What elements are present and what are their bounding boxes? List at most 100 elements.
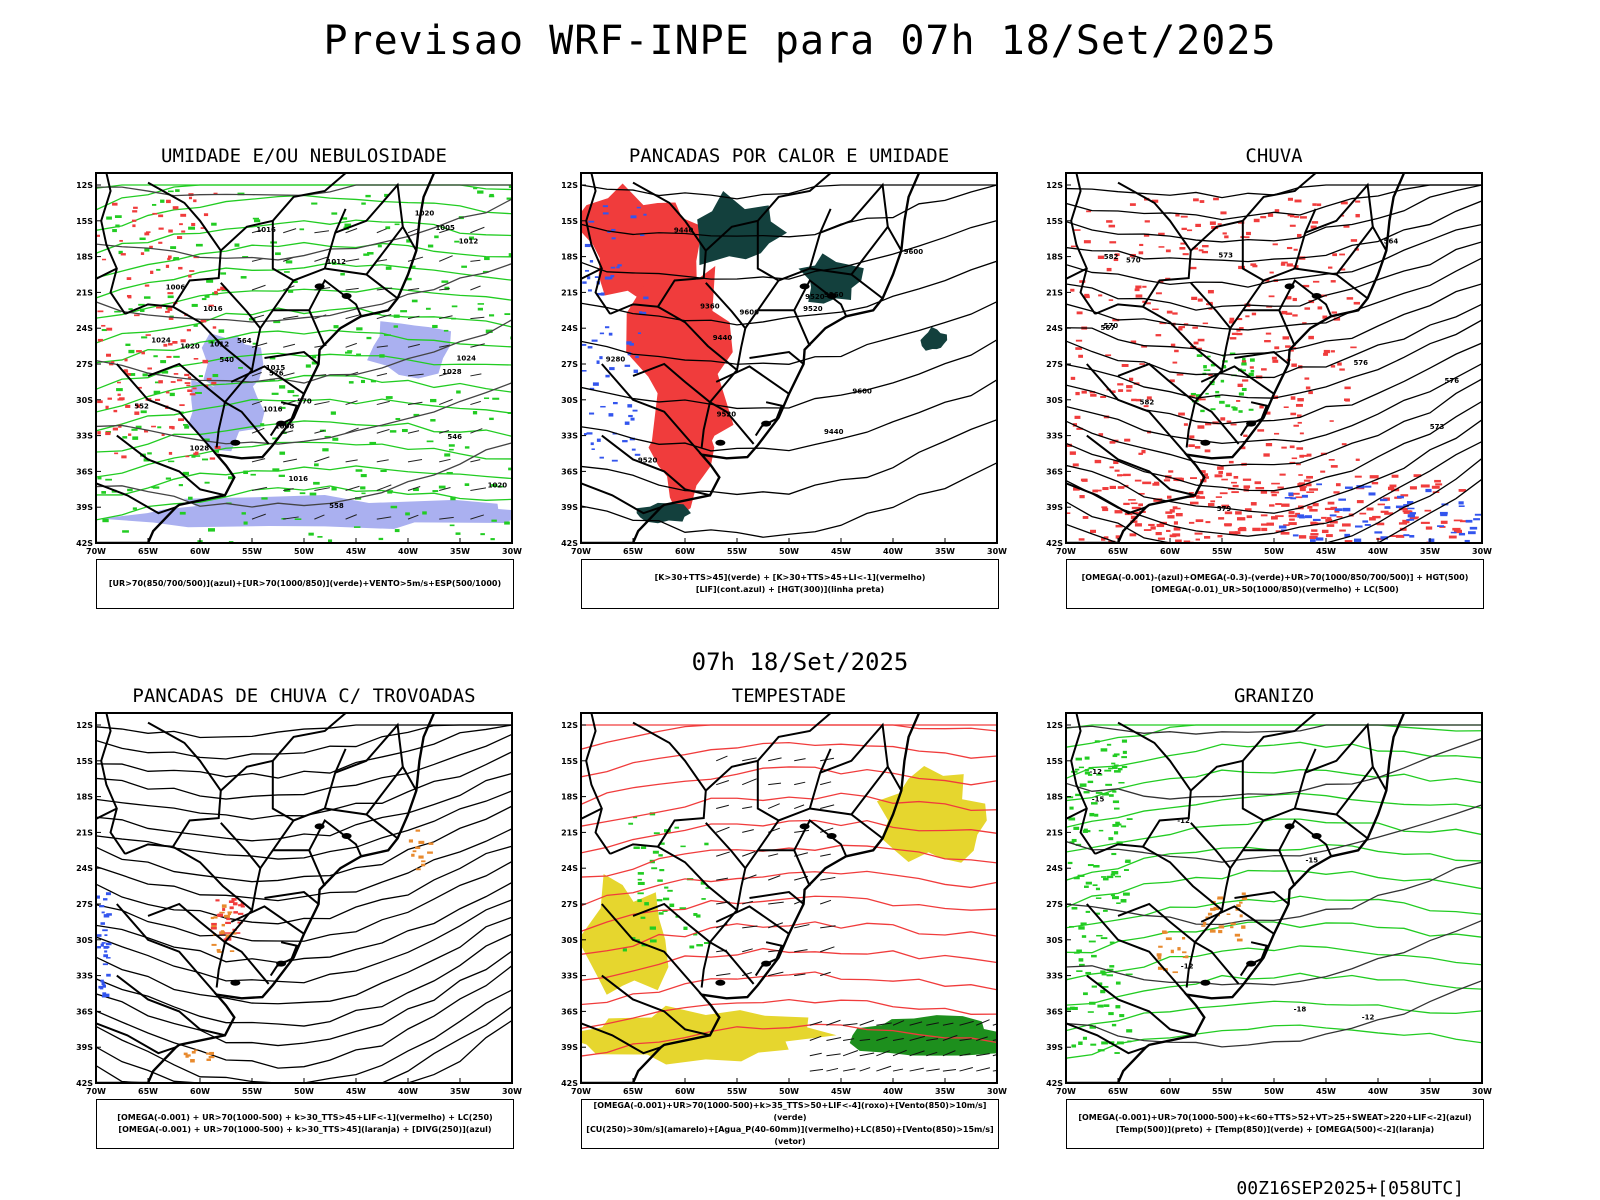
convection-mark — [206, 1052, 211, 1055]
rain-mark — [1115, 524, 1123, 528]
rain-mark — [1269, 504, 1275, 507]
contour-label: 576 — [269, 369, 284, 377]
humidity-mark — [127, 488, 133, 492]
rain-mark — [1355, 200, 1361, 203]
wind-vector — [926, 1038, 939, 1042]
omega500-mark — [1239, 914, 1243, 918]
contour-label: 552 — [134, 403, 149, 411]
rain-mark — [1288, 522, 1297, 526]
thickness-mark — [209, 457, 216, 460]
rain-mark — [1293, 248, 1298, 251]
rain-mark — [1228, 488, 1235, 490]
humidity-mark — [102, 518, 109, 523]
humidity-mark — [450, 496, 456, 501]
convection-mark — [227, 911, 233, 914]
rain-mark — [1144, 220, 1150, 223]
contour-line — [96, 933, 512, 1027]
rain-mark — [1138, 503, 1143, 507]
humidity-mark — [395, 417, 401, 420]
temp850-mark — [1084, 830, 1091, 833]
temp850-mark — [1075, 793, 1082, 797]
omega-mark — [1205, 392, 1209, 395]
divergence-mark — [101, 995, 106, 998]
temp850-mark — [1108, 794, 1114, 797]
wind-vector — [992, 1069, 997, 1072]
rain-mark — [1268, 295, 1275, 298]
wind-mark — [652, 850, 659, 854]
thunderstorm-mark — [237, 912, 244, 915]
wind-vector — [809, 1035, 822, 1041]
thickness-mark — [106, 353, 111, 357]
lat-tick-label: 27S — [76, 900, 93, 909]
lif-contour-mark — [626, 341, 632, 345]
omega-mark — [1458, 505, 1465, 507]
wind-vector — [407, 401, 423, 406]
thunderstorm-mark — [226, 917, 231, 921]
temp850-mark — [1085, 881, 1092, 885]
rain-mark — [1274, 346, 1280, 350]
contour-label: 1012 — [459, 238, 479, 246]
map-layers — [96, 713, 512, 1083]
rain-mark — [1072, 463, 1079, 467]
humidity-mark — [380, 470, 387, 473]
map-background — [1066, 713, 1482, 1083]
country-border — [585, 713, 611, 855]
temp850-mark — [1102, 877, 1109, 881]
contour-line — [1066, 303, 1482, 379]
rain-mark — [1074, 415, 1081, 419]
contour-label: -15 — [1092, 795, 1105, 803]
thickness-mark — [172, 206, 179, 210]
rain-mark — [1302, 284, 1310, 288]
contour-label: 9440 — [824, 428, 844, 436]
humidity-mark — [489, 193, 494, 197]
lon-tick-label: 60W — [190, 547, 210, 556]
convection-mark — [208, 1055, 215, 1059]
omega-mark — [1354, 525, 1363, 528]
rain-mark — [1155, 292, 1162, 295]
humidity-mark — [198, 375, 203, 378]
panel-title: CHUVA — [1245, 145, 1303, 167]
thickness-mark — [176, 379, 183, 382]
wind-mark — [696, 944, 703, 947]
lake-mark — [276, 420, 287, 427]
wind-vector — [742, 757, 757, 762]
rain-mark — [1231, 332, 1239, 336]
temp850-mark — [1113, 807, 1120, 810]
rain-mark — [1337, 362, 1342, 366]
country-border — [1242, 309, 1296, 347]
thunderstorm-mark — [240, 902, 245, 906]
thickness-mark — [166, 199, 171, 204]
temp850-mark — [1111, 762, 1116, 765]
rain-mark — [1297, 414, 1302, 417]
rain-mark — [1330, 280, 1336, 283]
rain-mark — [1320, 470, 1326, 473]
rain-mark — [1344, 386, 1351, 390]
rain-mark — [1272, 243, 1278, 246]
humidity-mark — [438, 485, 446, 489]
rain-mark — [1242, 478, 1252, 481]
humidity-mark — [141, 336, 148, 339]
temp850-mark — [1069, 841, 1075, 844]
temp850-mark — [1076, 949, 1082, 953]
map-plot: -12-12-12-15-15-18-1212S15S18S21S24S27S3… — [1046, 712, 1492, 1096]
rain-mark — [1109, 485, 1116, 489]
temp850-mark — [1112, 823, 1119, 827]
temp850-mark — [1117, 768, 1123, 771]
divergence-mark — [98, 985, 102, 989]
contour-line — [1066, 724, 1482, 748]
humidity-mark — [480, 533, 485, 536]
contour-line — [1066, 737, 1482, 800]
rain-mark — [1369, 475, 1379, 479]
moisture-area — [99, 494, 512, 530]
omega-mark — [1344, 486, 1353, 489]
omega-mark — [1364, 485, 1372, 488]
rain-mark — [1331, 311, 1338, 314]
rain-mark — [1083, 240, 1091, 244]
contour-label: 1020 — [415, 209, 435, 217]
lagoon-border — [269, 401, 299, 437]
contour-label: 9600 — [852, 387, 872, 395]
omega-mark — [1210, 408, 1216, 411]
omega-mark — [1232, 407, 1238, 411]
rain-mark — [1075, 347, 1083, 350]
rain-mark — [1178, 326, 1185, 329]
